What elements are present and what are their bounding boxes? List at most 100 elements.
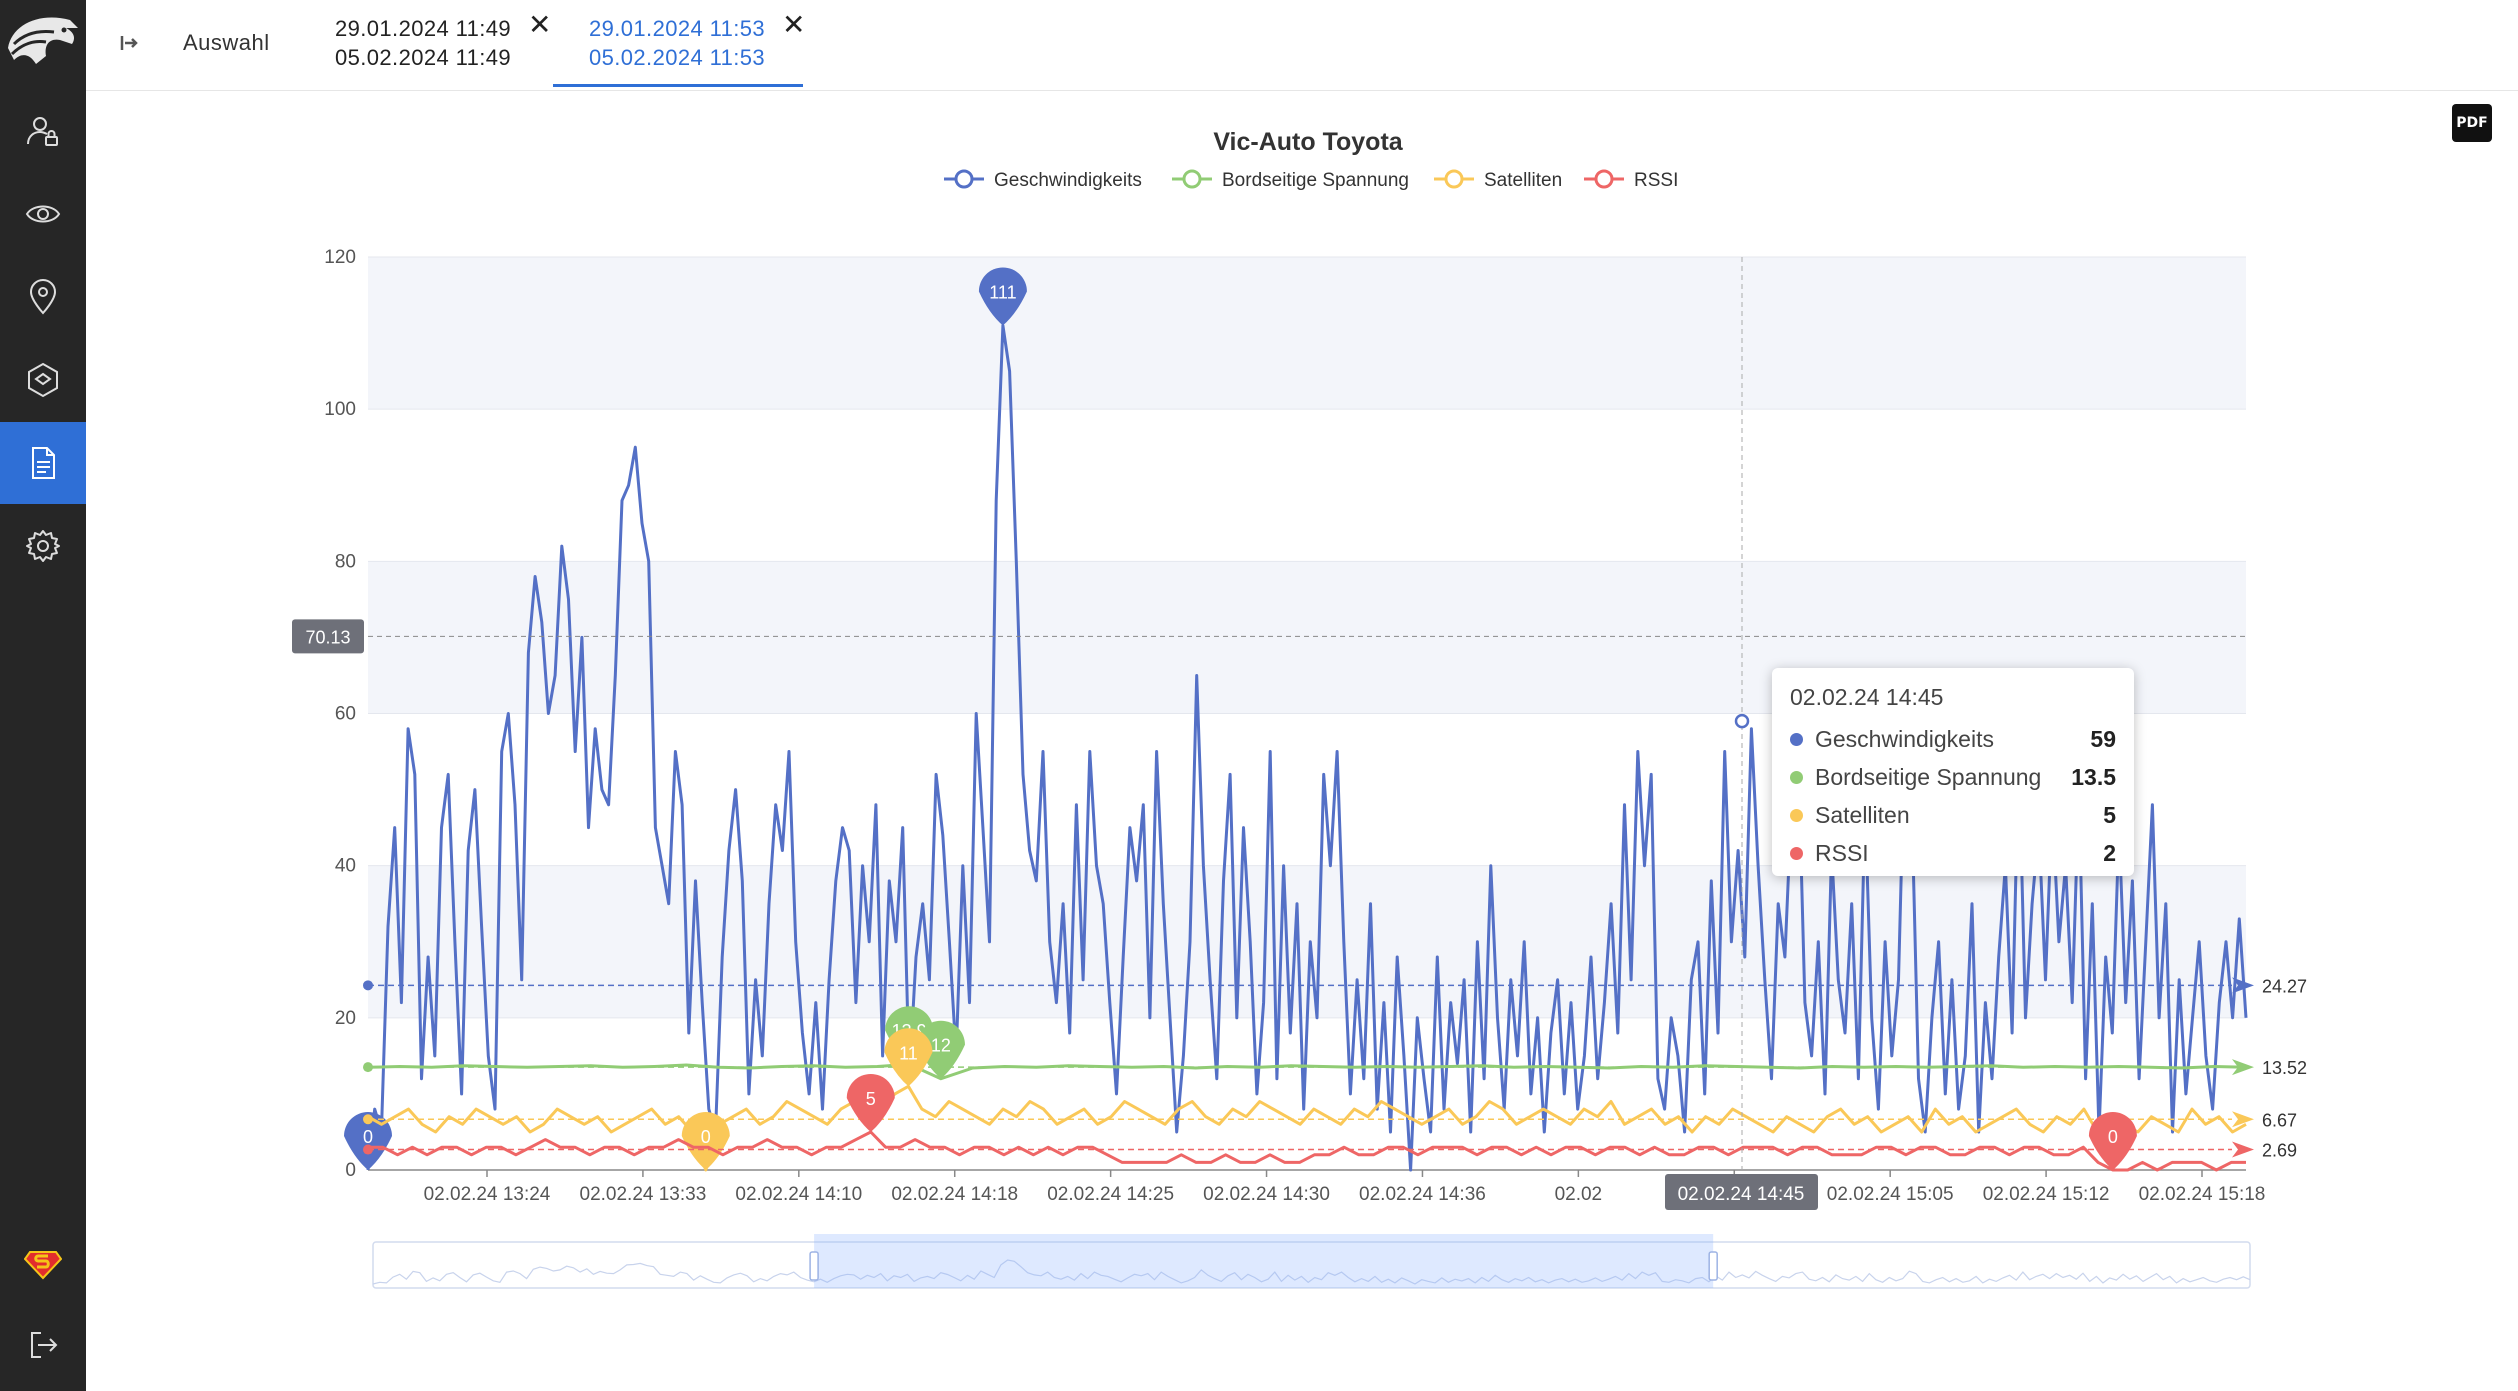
- x-tick-label: 02.02.24 14:36: [1359, 1184, 1486, 1205]
- zoom-selection: [814, 1234, 1714, 1288]
- legend-item[interactable]: Bordseitige Spannung: [1172, 169, 1409, 191]
- max-marker: [846, 1073, 895, 1132]
- zoom-preview-line: [372, 1259, 2251, 1285]
- report-tabs-bar: [86, 0, 2518, 91]
- tab-range-2[interactable]: 29.01.2024 11:53 05.02.2024 11:53 ✕: [589, 9, 805, 86]
- average-start-dot: [363, 1062, 373, 1073]
- user-lock-icon: [27, 117, 58, 146]
- collapse-sidebar-button[interactable]: [116, 28, 146, 58]
- y-tick-label: 100: [324, 399, 356, 420]
- legend-item[interactable]: Geschwindigkeits: [944, 169, 1142, 191]
- pdf-export-button[interactable]: PDF: [2452, 104, 2492, 142]
- tab-range-1[interactable]: 29.01.2024 11:49 05.02.2024 11:49 ✕: [335, 9, 551, 86]
- min-marker-label: 0: [363, 1127, 373, 1147]
- average-arrow: [2232, 1111, 2254, 1128]
- data-zoom-slider[interactable]: [372, 1234, 2251, 1289]
- sidebar-item-users[interactable]: [0, 90, 86, 172]
- y-tick-label: 20: [335, 1008, 356, 1029]
- legend-marker: [1182, 169, 1202, 189]
- legend-item[interactable]: Satelliten: [1434, 169, 1562, 191]
- average-start-dot: [363, 980, 373, 991]
- x-tick-label: 02.02.24 14:25: [1047, 1184, 1174, 1205]
- grid-band: [368, 409, 2246, 562]
- x-tick-label: 02.02.24 15:05: [1827, 1184, 1954, 1205]
- min-marker: [2088, 1112, 2137, 1170]
- x-tick-label: 02.02.24 13:24: [424, 1184, 551, 1205]
- min-marker: [681, 1112, 730, 1170]
- series-color-dot: [1790, 808, 1803, 822]
- collapse-arrow-icon: [120, 36, 138, 50]
- min-marker: [916, 1020, 965, 1079]
- sidebar-item-reports[interactable]: [0, 422, 86, 504]
- min-marker: [344, 1112, 392, 1170]
- series-color-dot: [1790, 846, 1803, 860]
- crosshair-x-label: 02.02.24 14:45: [1678, 1184, 1805, 1205]
- tab-range-1-start: 29.01.2024 11:49: [335, 16, 512, 41]
- sidebar-item-geofence[interactable]: [0, 339, 86, 421]
- tooltip-series-name: Satelliten: [1815, 801, 1910, 828]
- logout-icon: [31, 1332, 58, 1358]
- logout-button[interactable]: [0, 1304, 86, 1386]
- series-line-Geschwindigkeits: [366, 324, 2248, 1172]
- tooltip-series-value: 5: [2103, 801, 2116, 828]
- x-tick-label: 02.02.24 14:30: [1203, 1184, 1330, 1205]
- zoom-handle[interactable]: [809, 1251, 819, 1281]
- x-tick-label: 02.02.24 14:18: [891, 1184, 1018, 1205]
- sidebar-item-settings[interactable]: [0, 505, 86, 587]
- tab-range-2-start: 29.01.2024 11:53: [589, 16, 766, 41]
- gear-icon: [26, 530, 60, 562]
- min-marker-label: 0: [2108, 1127, 2118, 1147]
- chart-tooltip: 02.02.24 14:45 Geschwindigkeits 59 Bords…: [1772, 668, 2134, 876]
- series-line-RSSI: [368, 1130, 2246, 1172]
- x-tick-label: 02.02.24 15:12: [1983, 1184, 2110, 1205]
- legend-marker: [1444, 169, 1464, 189]
- zoom-handle[interactable]: [1708, 1251, 1718, 1281]
- legend-marker: [954, 169, 974, 189]
- average-label: 24.27: [2262, 976, 2307, 996]
- x-tick-label: 02.02.24 13:33: [580, 1184, 707, 1205]
- average-label: 13.52: [2262, 1058, 2307, 1078]
- superman-logo: [0, 1222, 86, 1304]
- legend-marker: [1594, 169, 1614, 189]
- tab-range-2-end: 05.02.2024 11:53: [589, 45, 766, 70]
- selection-label: Auswahl: [183, 30, 270, 55]
- average-arrow: [2232, 1141, 2254, 1158]
- average-label: 2.69: [2262, 1141, 2297, 1161]
- crosshair-y-label: 70.13: [305, 627, 350, 647]
- grid-band: [368, 257, 2246, 410]
- close-icon[interactable]: ✕: [528, 9, 552, 40]
- max-marker-label: 111: [989, 282, 1016, 302]
- active-tab-indicator: [553, 84, 803, 87]
- tooltip-series-value: 59: [2090, 725, 2116, 752]
- eagle-logo-icon: [0, 4, 86, 90]
- crosshair-x-badge: [1665, 1174, 1818, 1210]
- close-icon[interactable]: ✕: [782, 9, 806, 40]
- crosshair-y-badge: [292, 619, 364, 654]
- document-icon: [32, 447, 55, 479]
- tooltip-row: RSSI 2: [1790, 836, 2116, 870]
- chart-title: Vic-Auto Toyota: [1213, 128, 1403, 156]
- sidebar-item-view[interactable]: [0, 173, 86, 255]
- hover-point: [1734, 713, 1750, 729]
- y-tick-label: 40: [335, 856, 356, 877]
- average-start-dot: [363, 1114, 373, 1125]
- sidebar: [0, 0, 86, 1391]
- sidebar-item-location[interactable]: [0, 256, 86, 338]
- zoom-track: [372, 1241, 2251, 1289]
- legend-label: RSSI: [1634, 170, 1678, 191]
- min-marker-label: 12: [931, 1036, 951, 1056]
- max-marker-label: 11: [899, 1043, 918, 1063]
- average-arrow: [2232, 977, 2254, 994]
- tooltip-series-name: Bordseitige Spannung: [1815, 763, 2042, 790]
- tab-range-1-end: 05.02.2024 11:49: [335, 45, 512, 70]
- y-tick-label: 60: [335, 704, 356, 725]
- legend-label: Geschwindigkeits: [994, 170, 1142, 191]
- y-tick-label: 0: [345, 1160, 356, 1181]
- legend-item[interactable]: RSSI: [1584, 169, 1678, 191]
- x-tick-label: 02.02: [1555, 1184, 1603, 1205]
- max-marker: [978, 267, 1027, 326]
- legend-label: Satelliten: [1484, 170, 1562, 191]
- x-tick-label: 02.02.24 14:10: [735, 1184, 862, 1205]
- tooltip-row: Geschwindigkeits 59: [1790, 722, 2116, 756]
